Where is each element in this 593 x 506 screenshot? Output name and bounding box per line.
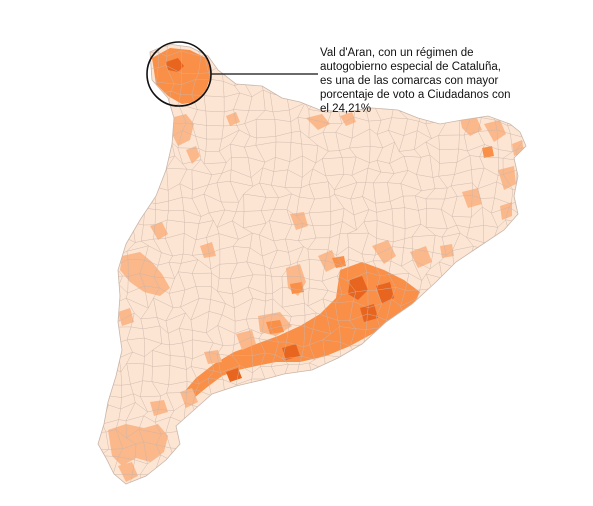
region-medium <box>372 240 396 264</box>
region-high <box>266 320 284 334</box>
region-medium <box>186 146 200 164</box>
region-medium <box>118 308 134 326</box>
annotation-line-1: Val d'Aran, con un régimen de <box>320 47 474 59</box>
region-high <box>482 146 494 158</box>
region-high <box>290 282 304 294</box>
region-medium <box>236 330 256 350</box>
region-medium <box>120 252 170 296</box>
region-highest <box>166 58 184 72</box>
region-highest <box>360 304 378 322</box>
region-highest <box>226 368 242 382</box>
region-medium <box>318 250 338 272</box>
catalonia-border <box>97 43 527 485</box>
annotation-line-5: el 24,21% <box>320 103 372 115</box>
region-medium <box>150 400 168 416</box>
region-medium <box>290 212 308 230</box>
annotation-line-3: es una de las comarcas con mayor <box>320 75 499 87</box>
region-medium <box>500 202 512 220</box>
region-medium <box>306 114 330 130</box>
map-layer <box>97 43 527 485</box>
region-medium <box>108 424 168 466</box>
region-medium <box>170 114 194 146</box>
region-high <box>332 256 346 268</box>
region-medium <box>150 222 168 240</box>
region-medium <box>484 120 506 142</box>
region-highest <box>282 344 300 360</box>
region-highest <box>348 276 368 300</box>
annotation-line-4: porcentaje de voto a Ciudadanos con <box>320 89 511 101</box>
val-daran-annotation: Val d'Aran, con un régimen de autogobier… <box>320 46 520 116</box>
region-medium <box>226 112 240 126</box>
val-daran-callout <box>146 41 318 107</box>
region-highest <box>376 282 394 304</box>
vote-share-regions <box>108 48 524 482</box>
region-medium <box>118 462 138 482</box>
region-medium <box>180 388 198 408</box>
annotation-line-2: autogobierno especial de Cataluña, <box>320 61 501 73</box>
